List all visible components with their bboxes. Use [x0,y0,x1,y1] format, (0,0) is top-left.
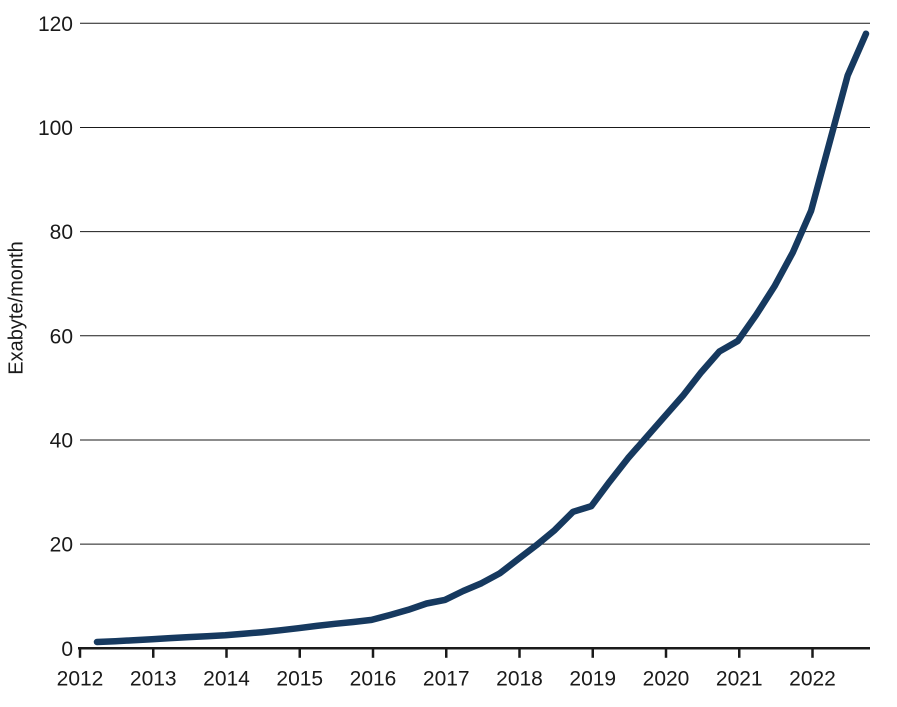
x-tick-label-2019: 2019 [569,667,616,690]
y-tick-label-20: 20 [50,534,73,557]
x-tick-label-2021: 2021 [716,667,763,690]
x-tick-label-2014: 2014 [203,667,250,690]
x-tick-label-2022: 2022 [789,667,836,690]
y-tick-label-80: 80 [50,221,73,244]
x-tick-label-2020: 2020 [643,667,690,690]
traffic-line [93,30,870,646]
x-tick-label-2015: 2015 [276,667,323,690]
y-tick-label-40: 40 [50,429,73,452]
y-tick-label-100: 100 [38,117,73,140]
x-tick-label-2017: 2017 [423,667,470,690]
x-tick-label-2013: 2013 [130,667,177,690]
y-tick-label-120: 120 [38,13,73,36]
y-axis-title: Exabyte/month [5,241,28,375]
y-tick-label-0: 0 [61,638,73,661]
y-tick-label-60: 60 [50,325,73,348]
x-tick-label-2018: 2018 [496,667,543,690]
x-tick-label-2016: 2016 [350,667,397,690]
x-tick-label-2012: 2012 [57,667,104,690]
